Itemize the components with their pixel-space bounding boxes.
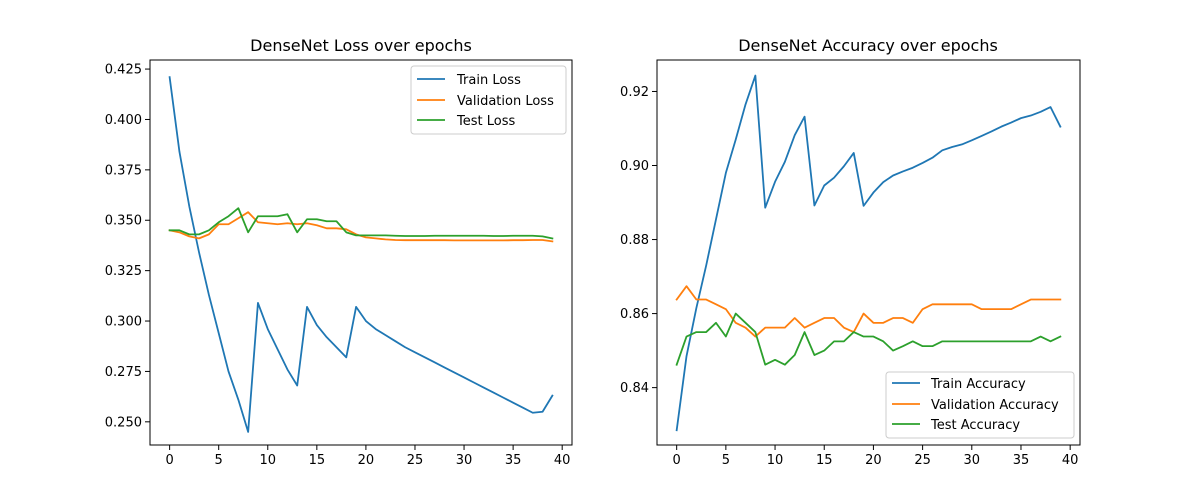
accuracy-y-tick-label: 0.84 <box>620 381 649 396</box>
accuracy-x-axis: 0 5 10 15 20 25 30 35 40 <box>673 445 1079 468</box>
accuracy-x-tick-label: 25 <box>914 453 931 468</box>
accuracy-x-tick-label: 40 <box>1062 453 1079 468</box>
loss-x-tick-label: 0 <box>165 453 173 468</box>
accuracy-series-line-2 <box>675 312 1062 366</box>
loss-legend-label-validation: Validation Loss <box>457 94 554 109</box>
loss-y-tick-label: 0.350 <box>105 214 142 229</box>
loss-x-axis: 0 5 10 15 20 25 30 35 40 <box>165 445 570 468</box>
loss-y-tick-label: 0.325 <box>105 264 142 279</box>
accuracy-chart: DenseNet Accuracy over epochs 0 5 10 15 20 25… <box>620 36 1081 468</box>
accuracy-series-line-1 <box>675 285 1062 338</box>
accuracy-legend-label-validation: Validation Accuracy <box>931 398 1059 413</box>
loss-y-tick-label: 0.275 <box>105 365 142 380</box>
loss-legend-label-test: Test Loss <box>456 114 515 129</box>
accuracy-plot-series <box>675 74 1062 432</box>
accuracy-plot-frame <box>656 59 1081 446</box>
loss-x-tick-label: 10 <box>259 453 276 468</box>
accuracy-x-tick-label: 30 <box>964 453 981 468</box>
loss-series-line-2 <box>168 207 554 240</box>
accuracy-y-tick-label: 0.86 <box>620 307 649 322</box>
accuracy-x-tick-label: 10 <box>767 453 784 468</box>
loss-legend-box <box>410 65 567 135</box>
loss-chart: DenseNet Loss over epochs 0 5 10 15 20 25 30 35… <box>105 36 573 468</box>
loss-legend-label-train: Train Loss <box>456 73 521 88</box>
loss-series-line-0 <box>168 76 554 433</box>
loss-x-tick-label: 15 <box>309 453 326 468</box>
loss-plot-series <box>168 76 554 433</box>
loss-y-axis: 0.250 0.275 0.300 0.325 0.350 0.375 0.400 0.425 <box>105 63 150 430</box>
accuracy-x-tick-label: 35 <box>1013 453 1030 468</box>
accuracy-legend: Train Accuracy Validation Accuracy Test … <box>885 371 1075 439</box>
accuracy-legend-box <box>885 371 1075 439</box>
accuracy-legend-label-train: Train Accuracy <box>930 377 1026 392</box>
accuracy-y-axis: 0.84 0.86 0.88 0.90 0.92 <box>620 85 657 396</box>
loss-x-tick-label: 5 <box>215 453 223 468</box>
loss-chart-title: DenseNet Loss over epochs <box>250 36 472 55</box>
loss-y-tick-label: 0.375 <box>105 163 142 178</box>
loss-y-tick-label: 0.300 <box>105 315 142 330</box>
accuracy-y-tick-label: 0.90 <box>620 159 649 174</box>
accuracy-y-tick-label: 0.92 <box>620 85 649 100</box>
accuracy-legend-label-test: Test Accuracy <box>930 418 1020 433</box>
accuracy-x-tick-label: 5 <box>722 453 730 468</box>
loss-x-tick-label: 25 <box>407 453 424 468</box>
loss-y-tick-label: 0.425 <box>105 63 142 78</box>
accuracy-x-tick-label: 20 <box>865 453 882 468</box>
accuracy-x-tick-label: 0 <box>673 453 681 468</box>
loss-y-tick-label: 0.400 <box>105 113 142 128</box>
loss-x-tick-label: 20 <box>358 453 375 468</box>
accuracy-x-tick-label: 15 <box>816 453 833 468</box>
accuracy-series-line-0 <box>675 74 1062 432</box>
loss-y-tick-label: 0.250 <box>105 415 142 430</box>
loss-x-tick-label: 35 <box>505 453 522 468</box>
loss-x-tick-label: 30 <box>456 453 473 468</box>
loss-legend: Train Loss Validation Loss Test Loss <box>410 65 567 135</box>
loss-x-tick-label: 40 <box>554 453 571 468</box>
loss-plot-frame <box>149 59 573 446</box>
accuracy-chart-title: DenseNet Accuracy over epochs <box>738 36 998 55</box>
accuracy-y-tick-label: 0.88 <box>620 233 649 248</box>
